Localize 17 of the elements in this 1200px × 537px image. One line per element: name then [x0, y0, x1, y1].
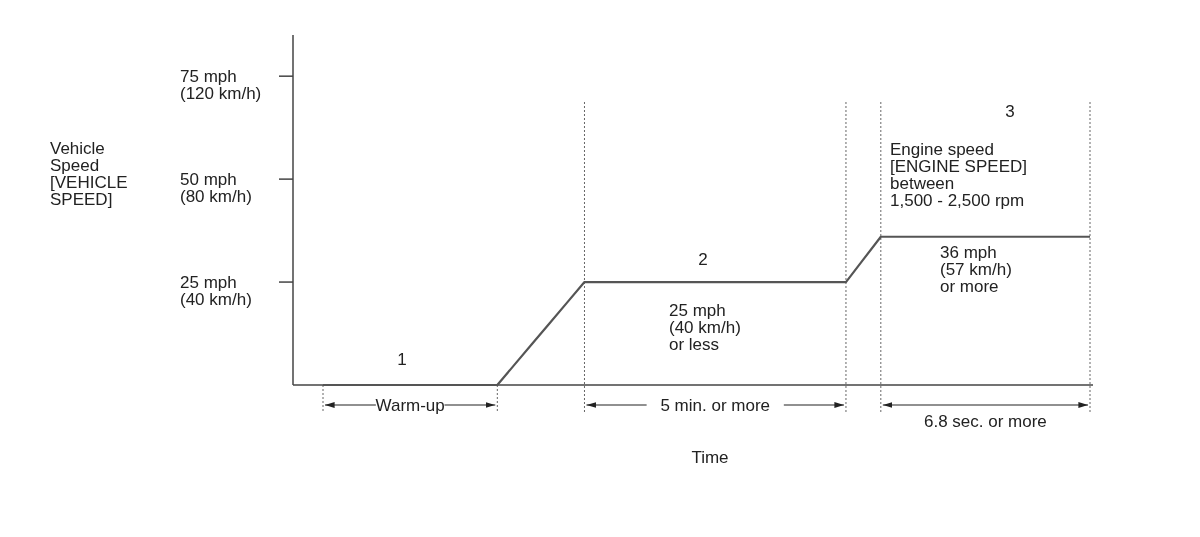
text: Warm-up [375, 396, 445, 415]
annotation: 36 mph (57 km/h) or more [940, 243, 1012, 296]
text: 5 min. or more [660, 396, 771, 415]
y2-tick-label: (80 km/h) [180, 187, 252, 207]
y-tick-label: 25 mph [180, 273, 237, 293]
x-axis-title: Time [691, 448, 729, 467]
y-tick-label: 75 mph [180, 67, 237, 87]
annotation: Engine speed [ENGINE SPEED] between 1,500 - 2,500 rpm [890, 140, 1027, 210]
annotation: 2 [698, 250, 708, 269]
y-tick-label: 50 mph [180, 170, 237, 190]
annotation: 1 [397, 350, 407, 369]
y-axis-title: Vehicle Speed [VEHICLE SPEED] [50, 139, 128, 209]
annotation: 3 [1005, 102, 1015, 121]
y2-tick-label: (40 km/h) [180, 290, 252, 310]
text: 6.8 sec. or more [923, 412, 1047, 431]
y2-tick-label: (120 km/h) [180, 84, 262, 104]
annotation: 25 mph (40 km/h) or less [669, 301, 741, 354]
